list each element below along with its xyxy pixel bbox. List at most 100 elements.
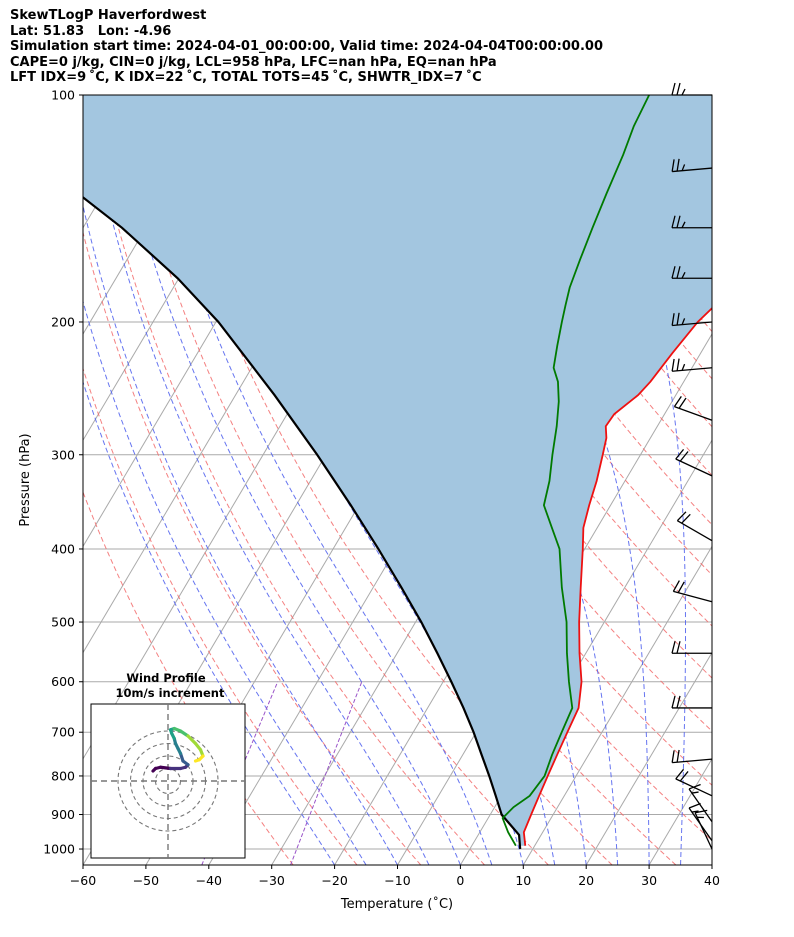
title-latlon: Lat: 51.83 Lon: -4.96 <box>10 23 172 39</box>
dry-adiabat-line <box>739 95 794 865</box>
wind-barb-staff <box>672 167 713 173</box>
wind-barb-flag <box>671 266 676 279</box>
moist-adiabat-line <box>83 380 336 865</box>
wind-barb-flag <box>678 397 687 409</box>
wind-barb <box>672 580 713 603</box>
hodograph-segment <box>158 765 173 771</box>
wind-barb <box>671 158 713 173</box>
title-cape-line: CAPE=0 j/kg, CIN=0 j/kg, LCL=958 hPa, LF… <box>10 54 497 70</box>
wind-barb-flag <box>671 159 675 172</box>
wind-barb <box>676 511 713 542</box>
title-index-line: LFT IDX=9 ˚C, K IDX=22 ˚C, TOTAL TOTS=45… <box>10 70 482 85</box>
wind-barb <box>675 448 713 477</box>
isotherm-line <box>83 95 163 229</box>
title-times: Simulation start time: 2024-04-01_00:00:… <box>10 39 603 54</box>
dewpoint-line <box>501 95 650 847</box>
wind-barb-staff <box>694 812 713 850</box>
wind-barb-flag <box>671 215 676 228</box>
chart-title-block: SkewTLogP Haverfordwest Lat: 51.83 Lon: … <box>10 8 603 86</box>
y-axis-label: Pressure (hPa) <box>18 433 33 526</box>
wind-barb <box>671 312 713 327</box>
wind-barb-flag <box>679 451 689 462</box>
x-tick-label: 30 <box>641 873 657 888</box>
wind-barb-flag <box>676 749 680 763</box>
dry-adiabat-line <box>83 230 422 865</box>
wind-barb-flag <box>681 271 686 279</box>
wind-barb-flag <box>676 158 680 172</box>
temperature-line <box>522 307 712 846</box>
dry-adiabat-line <box>249 95 712 786</box>
wind-barb-staff <box>672 367 713 372</box>
wind-barb-flag <box>671 358 675 372</box>
wind-barb-flag <box>677 581 685 594</box>
x-tick-label: 40 <box>704 873 720 888</box>
wind-barb-flag <box>681 221 686 229</box>
wind-barb-flag <box>681 318 686 325</box>
x-tick-label: 20 <box>578 873 594 888</box>
inset-content <box>91 704 245 858</box>
y-tick-label: 300 <box>51 447 75 462</box>
wind-barb-flag <box>688 783 701 790</box>
wind-barb-flag <box>681 88 686 96</box>
y-tick-label: 700 <box>51 725 75 740</box>
y-tick-label: 800 <box>51 768 75 783</box>
wind-barb <box>671 749 713 764</box>
wind-barb-flag <box>672 580 680 592</box>
x-tick-label: −60 <box>70 873 96 888</box>
wind-barb-flag <box>676 312 680 326</box>
x-tick-label: 10 <box>515 873 531 888</box>
y-tick-label: 600 <box>51 674 75 689</box>
wind-barb-flag <box>681 363 686 371</box>
dry-adiabat-line <box>380 95 712 576</box>
y-tick-label: 1000 <box>43 842 75 857</box>
wind-barb-flag <box>675 448 685 460</box>
x-axis-label: Temperature (˚C) <box>340 896 453 912</box>
hodograph-segment <box>193 758 201 763</box>
dry-adiabat-line <box>83 367 358 865</box>
wind-barb-flag <box>673 395 682 407</box>
wind-barb <box>671 82 712 96</box>
wind-barb-flag <box>676 358 680 371</box>
wind-barb-flag <box>691 810 699 813</box>
wind-barb-staff <box>688 788 713 823</box>
isotherm-line <box>522 545 712 865</box>
title-station: SkewTLogP Haverfordwest <box>10 8 207 23</box>
isotherm-line <box>397 333 712 865</box>
wind-barb-flag <box>691 791 699 794</box>
x-tick-label: −50 <box>133 873 159 888</box>
wind-barb-flag <box>681 513 691 524</box>
wind-barb-flag <box>676 641 681 654</box>
wind-barb <box>671 266 712 279</box>
x-tick-label: 0 <box>456 873 464 888</box>
wind-barb-flag <box>694 809 708 814</box>
wind-barb-flag <box>671 750 675 763</box>
isotherm-line <box>711 864 712 865</box>
wind-barb <box>671 215 712 229</box>
moist-adiabat-line <box>111 95 461 865</box>
wind-barb-flag <box>681 164 686 171</box>
hodograph-ring <box>117 730 219 832</box>
wind-barb-flag <box>676 266 681 279</box>
wind-barb <box>671 641 712 654</box>
wind-barb-flag <box>671 695 676 709</box>
wind-barb <box>694 809 713 850</box>
wind-barb-flag <box>671 82 676 96</box>
profile-lines <box>83 95 712 850</box>
wind-barb <box>675 768 713 797</box>
wind-barbs <box>671 82 713 850</box>
mixing-ratio-line <box>290 681 363 865</box>
wind-barb-flag <box>676 215 681 228</box>
dry-adiabat-line <box>705 95 712 104</box>
x-tick-label: −10 <box>384 873 410 888</box>
wind-barb <box>688 783 713 823</box>
wind-barb-staff <box>673 590 713 603</box>
wind-barb-flag <box>688 802 701 809</box>
cin-shaded-area <box>83 95 712 846</box>
y-tick-label: 400 <box>51 541 75 556</box>
hodograph-inset: Wind Profile 10m/s increment <box>90 671 246 859</box>
x-tick-label: −30 <box>259 873 285 888</box>
moist-adiabat-line <box>561 95 687 865</box>
parcel-profile-line <box>83 195 522 850</box>
wind-barb <box>688 802 713 842</box>
